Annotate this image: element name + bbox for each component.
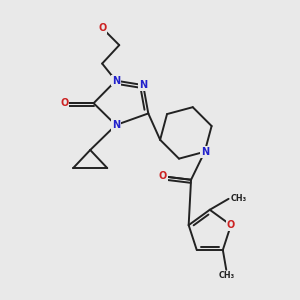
Text: N: N [201, 147, 209, 157]
Text: O: O [159, 171, 167, 182]
Text: O: O [227, 220, 235, 230]
Text: N: N [112, 76, 120, 85]
Text: CH₃: CH₃ [230, 194, 246, 203]
Text: O: O [98, 23, 106, 33]
Text: N: N [112, 120, 120, 130]
Text: N: N [139, 80, 147, 90]
Text: CH₃: CH₃ [218, 272, 234, 280]
Text: O: O [61, 98, 69, 108]
